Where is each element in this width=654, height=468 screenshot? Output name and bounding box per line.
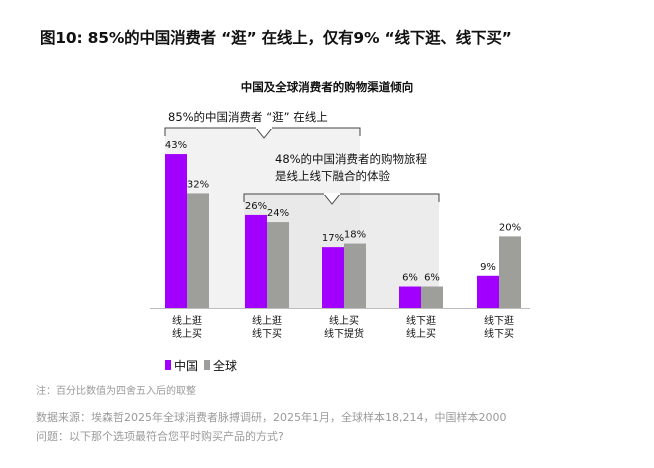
bar-global-3 [344,243,366,308]
question-note: 问题：以下那个选项最符合您平时购买产品的方式? [36,430,284,443]
value-label-china-4: 6% [402,273,418,284]
bar-global-5 [499,236,521,308]
value-label-global-1: 32% [187,179,209,190]
annotation-2-line-1: 48%的中国消费者的购物旅程 [275,152,428,166]
legend-swatch-china [165,360,171,370]
annotation-1-pointer-gap [256,127,272,129]
source-note: 数据来源：埃森哲2025年全球消费者脉搏调研，2025年1月，全球样本18,21… [36,411,507,424]
category-label-5-line-1: 线下逛 [484,314,514,327]
category-label-2-line-1: 线上逛 [252,314,282,327]
bar-global-1 [187,193,209,308]
legend-label-global: 全球 [213,358,237,373]
category-label-5-line-2: 线下买 [484,327,514,340]
value-label-global-3: 18% [344,230,366,241]
legend-label-china: 中国 [174,358,198,373]
value-label-china-3: 17% [322,233,344,244]
bar-china-5 [477,275,499,308]
value-label-global-2: 24% [267,208,289,219]
chart-title: 中国及全球消费者的购物渠道倾向 [241,80,414,94]
value-label-china-5: 9% [480,262,496,273]
bar-global-2 [267,222,289,308]
value-label-china-1: 43% [165,140,187,151]
category-label-4-line-1: 线下逛 [406,314,436,327]
category-label-3-line-2: 线下提货 [324,327,364,340]
value-label-global-5: 20% [499,222,521,233]
bar-china-4 [399,286,421,308]
legend-swatch-global [204,360,210,370]
value-label-global-4: 6% [424,273,440,284]
category-label-1-line-2: 线上买 [172,327,202,340]
category-label-4-line-2: 线上买 [406,327,436,340]
category-label-1-line-1: 线上逛 [172,314,202,327]
bar-global-4 [421,286,443,308]
footnote: 注：百分比数值为四舍五入后的取整 [36,386,196,397]
category-label-3-line-1: 线上买 [329,314,359,327]
figure-title: 图10: 85%的中国消费者 “逛” 在线上，仅有9% “线下逛、线下买” [40,29,512,47]
annotation-2-line-2: 是线上线下融合的体验 [275,169,390,183]
bar-china-1 [165,154,187,308]
annotation-2-bracket [243,193,440,202]
annotation-1-text: 85%的中国消费者 “逛” 在线上 [168,110,328,124]
category-label-2-line-2: 线下买 [252,327,282,340]
bar-china-3 [322,247,344,308]
bar-china-2 [245,214,267,308]
annotation-2-pointer-gap [324,193,340,195]
value-label-china-2: 26% [245,201,267,212]
